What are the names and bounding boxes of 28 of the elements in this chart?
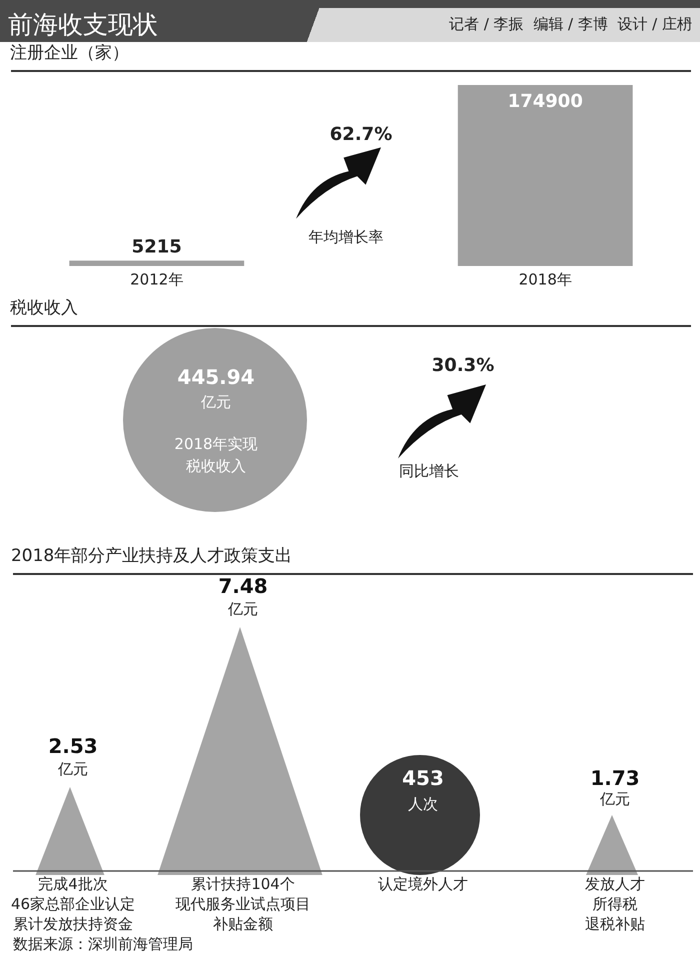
data-label: 5215 [132,236,182,258]
text: 亿元 [200,393,231,411]
data-label: 1.73 [590,766,640,790]
text: 同比增长 [399,462,459,480]
x-tick-label: 2012年 [130,270,184,288]
text: 2018年部分产业扶持及人才政策支出 [10,546,292,566]
category-label: 发放人才所得税退税补贴 [585,875,645,933]
category-label: 完成4批次46家总部企业认定累计发放扶持资金 [10,875,136,933]
category-label: 认定境外人才 [378,875,468,893]
annotation: 62.7% [330,124,392,145]
data-label: 2.53 [48,734,98,758]
category-label: 累计扶持104个现代服务业试点项目补贴金额 [176,875,310,933]
text: 亿元 [228,600,258,618]
text: 前海收支现状 [8,9,158,41]
data-label: 174900 [508,91,583,112]
annotation: 年均增长率 [308,228,384,246]
source-note: 数据来源：深圳前海管理局 [13,935,193,953]
data-label: 453 [402,766,444,790]
text: 亿元 [58,760,88,778]
text: 人次 [408,795,438,813]
text: 记者 / 李振 编辑 / 李博 设计 / 庄枬 [449,15,692,34]
text: 亿元 [600,790,630,808]
data-label: 7.48 [218,574,268,598]
text: 445.94 [177,365,255,389]
text: 税收收入 [10,298,78,318]
text: 30.3% [432,355,494,376]
text: 2018年实现税收收入 [174,435,258,475]
x-tick-label: 2018年 [518,270,572,288]
